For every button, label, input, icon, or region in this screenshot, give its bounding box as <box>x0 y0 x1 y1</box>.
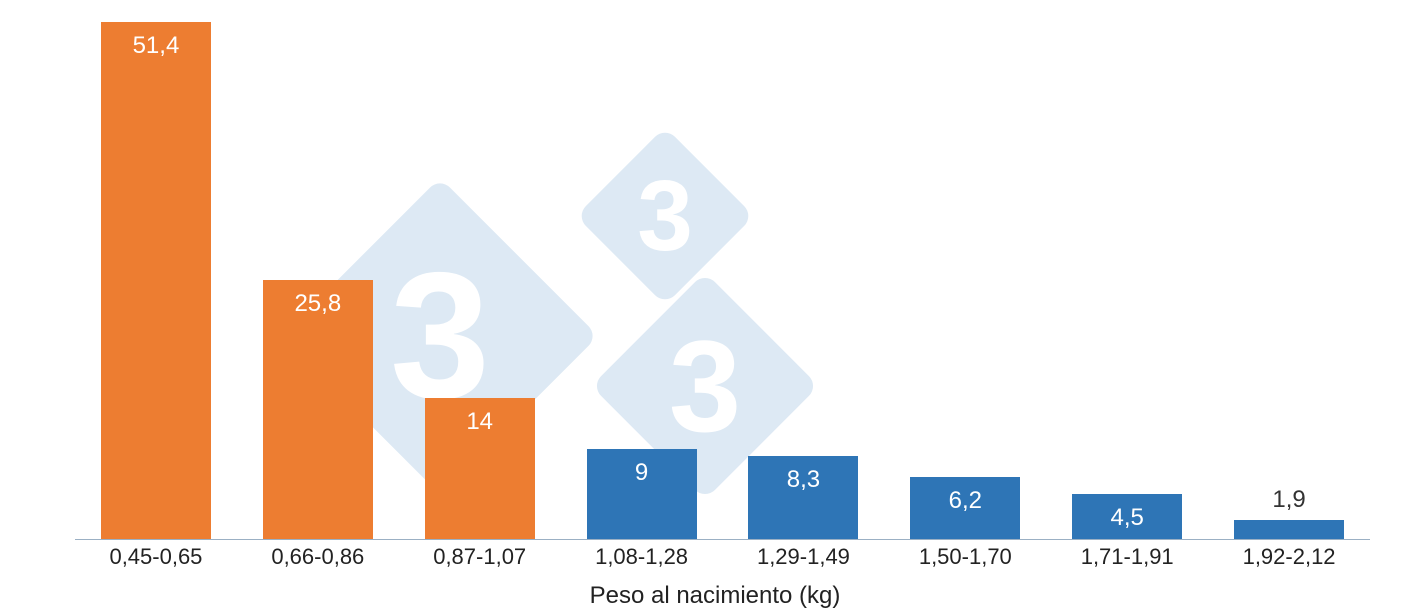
bar: 6,2 <box>910 477 1020 539</box>
x-tick-label: 1,71-1,91 <box>1046 544 1208 570</box>
bar: 14 <box>425 398 535 539</box>
bar: 8,3 <box>748 456 858 539</box>
bar-slot: 6,2 <box>884 6 1046 539</box>
x-tick-label: 1,92-2,12 <box>1208 544 1370 570</box>
bar-value-label: 8,3 <box>748 466 858 494</box>
bar-slot: 1,9 <box>1208 6 1370 539</box>
mortality-bar-chart: Mortalidad (%) 333 51,425,81498,36,24,51… <box>40 0 1390 540</box>
plot-area: 333 51,425,81498,36,24,51,9 <box>75 6 1370 540</box>
bar: 1,9 <box>1234 520 1344 539</box>
bar-value-label: 9 <box>587 459 697 487</box>
bars-container: 51,4 25,8 14 9 8,3 6,2 4,5 1,9 <box>75 6 1370 539</box>
bar-value-label: 1,9 <box>1234 486 1344 514</box>
bar-slot: 51,4 <box>75 6 237 539</box>
bar: 25,8 <box>263 280 373 539</box>
x-tick-label: 0,87-1,07 <box>399 544 561 570</box>
bar-value-label: 51,4 <box>101 32 211 60</box>
bar: 9 <box>587 449 697 540</box>
x-tick-label: 1,08-1,28 <box>561 544 723 570</box>
bar-slot: 8,3 <box>723 6 885 539</box>
bar-value-label: 4,5 <box>1072 504 1182 532</box>
x-tick-label: 1,29-1,49 <box>723 544 885 570</box>
x-axis-tick-labels: 0,45-0,650,66-0,860,87-1,071,08-1,281,29… <box>75 544 1370 570</box>
bar: 4,5 <box>1072 494 1182 539</box>
bar-slot: 4,5 <box>1046 6 1208 539</box>
x-tick-label: 0,45-0,65 <box>75 544 237 570</box>
bar: 51,4 <box>101 22 211 539</box>
x-axis-title: Peso al nacimiento (kg) <box>40 582 1390 610</box>
x-tick-label: 1,50-1,70 <box>884 544 1046 570</box>
bar-value-label: 25,8 <box>263 290 373 318</box>
bar-slot: 25,8 <box>237 6 399 539</box>
bar-value-label: 6,2 <box>910 487 1020 515</box>
bar-value-label: 14 <box>425 408 535 436</box>
bar-slot: 9 <box>561 6 723 539</box>
x-tick-label: 0,66-0,86 <box>237 544 399 570</box>
bar-slot: 14 <box>399 6 561 539</box>
